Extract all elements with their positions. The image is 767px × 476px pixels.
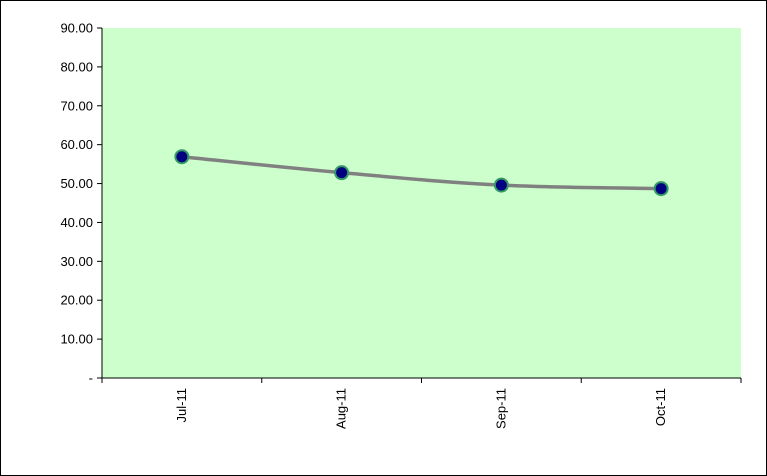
x-tick-label: Aug-11 (334, 388, 349, 429)
y-tick-label: 60.00 (60, 137, 93, 152)
y-tick-label: 20.00 (60, 293, 93, 308)
x-tick-label: Oct-11 (653, 388, 668, 426)
y-tick-label: 70.00 (60, 98, 93, 113)
y-tick-label: 50.00 (60, 176, 93, 191)
y-tick-label: 40.00 (60, 215, 93, 230)
y-tick-label: 30.00 (60, 254, 93, 269)
y-tick-label: 90.00 (60, 21, 93, 36)
labels-layer: - 10.00 20.00 30.00 40.00 50.00 60.00 70.00 80.0… (60, 21, 668, 429)
data-point (174, 149, 190, 165)
y-tick-label: 10.00 (60, 332, 93, 347)
data-point (493, 177, 509, 193)
x-tick-label: Sep-11 (493, 388, 508, 429)
data-point (653, 181, 669, 197)
y-tick-label: 80.00 (60, 59, 93, 74)
axes (97, 27, 742, 383)
y-tick-label: - (89, 371, 93, 386)
plot-area (102, 28, 741, 378)
series-line (181, 154, 662, 191)
data-point (334, 165, 350, 181)
series-layer (174, 149, 669, 197)
x-tick-label: Jul-11 (174, 388, 189, 422)
